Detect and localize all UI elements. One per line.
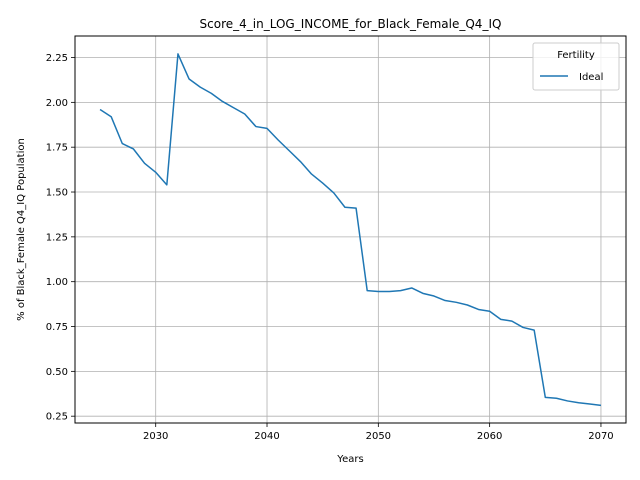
- x-tick-label: 2050: [366, 431, 391, 442]
- y-axis: 0.25 0.50 0.75 1.00 1.25 1.50 1.75 2.00 2.25: [46, 53, 75, 423]
- y-axis-label: % of Black_Female Q4_IQ Population: [16, 138, 27, 321]
- y-tick-label: 2.00: [46, 98, 68, 109]
- x-tick-label: 2070: [588, 431, 613, 442]
- x-tick-label: 2040: [254, 431, 279, 442]
- grid-lines: [75, 36, 626, 423]
- legend-box: [532, 42, 620, 91]
- x-tick-label: 2060: [477, 431, 502, 442]
- y-tick-label: 1.00: [46, 277, 68, 288]
- legend-label-ideal: Ideal: [579, 72, 603, 83]
- x-axis-label: Years: [336, 454, 363, 465]
- legend-title: Fertility: [557, 50, 595, 61]
- y-tick-label: 2.25: [46, 53, 68, 64]
- y-tick-label: 0.50: [46, 367, 68, 378]
- y-tick-label: 1.25: [46, 232, 68, 243]
- legend: Fertility Ideal: [532, 42, 620, 91]
- y-tick-label: 0.75: [46, 322, 68, 333]
- chart-title: Score_4_in_LOG_INCOME_for_Black_Female_Q…: [200, 17, 502, 31]
- y-tick-label: 1.50: [46, 188, 68, 199]
- x-axis: 2030 2040 2050 2060 2070: [143, 423, 614, 442]
- y-tick-label: 1.75: [46, 143, 68, 154]
- series-line-ideal: [99, 53, 602, 407]
- x-tick-label: 2030: [143, 431, 168, 442]
- series-layer: [99, 53, 602, 407]
- y-tick-label: 0.25: [46, 412, 68, 423]
- plot-frame: [74, 35, 627, 424]
